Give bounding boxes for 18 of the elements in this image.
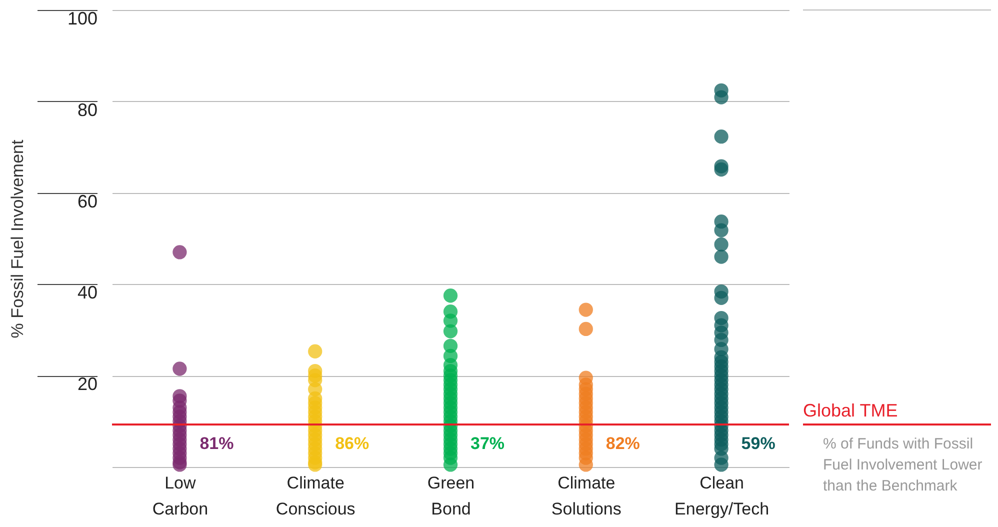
annotation: 59% <box>741 434 776 454</box>
y-tick-label: 100 <box>67 8 98 28</box>
annotation: 82% <box>606 434 640 454</box>
text: % of Funds with Fossil Fuel Involvement Lower than the Benchmark <box>823 436 982 494</box>
annotation: 37% <box>470 434 505 454</box>
y-tick-label: 60 <box>77 191 98 212</box>
x-tick-label: Climate Solutions <box>551 474 622 518</box>
annotation: 81% <box>200 434 234 454</box>
x-tick-label: Clean Energy/Tech <box>674 474 770 518</box>
x-tick-label: Climate Conscious <box>276 474 356 518</box>
x-tick-label: Low Carbon <box>152 474 208 518</box>
ref-line-label: Global TME <box>803 400 898 420</box>
annotation: 86% <box>335 434 370 454</box>
x-tick-label: Green Bond <box>427 474 475 518</box>
y-tick-label: 20 <box>77 374 98 394</box>
y-axis-title: % Fossil Fuel Involvement <box>8 140 27 338</box>
y-tick-label: 40 <box>77 282 98 303</box>
y-tick-label: 80 <box>77 100 98 120</box>
